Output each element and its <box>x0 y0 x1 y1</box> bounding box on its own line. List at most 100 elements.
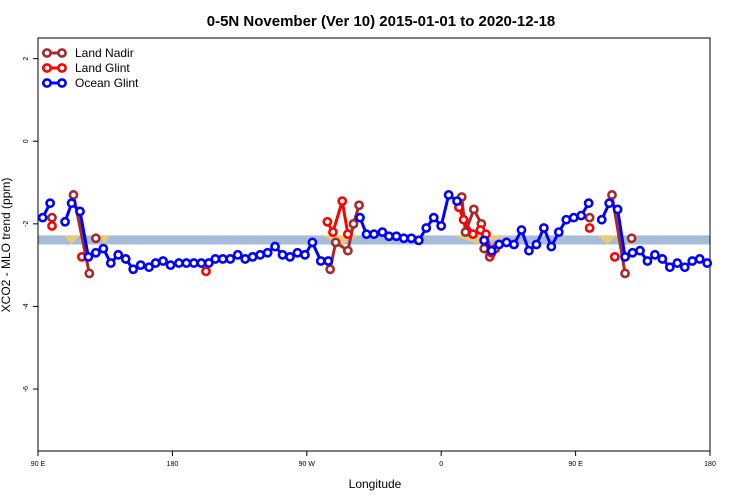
x-tick-label-3: 0 <box>439 461 443 468</box>
data-point-2-3-13 <box>576 210 587 221</box>
x-tick-label-0: 90 E <box>31 461 46 468</box>
data-point-0-3-3 <box>348 218 359 229</box>
series-line-1-3 <box>326 199 350 235</box>
data-point-1-2-0 <box>201 266 211 277</box>
data-point-0-3-2 <box>342 245 353 256</box>
data-point-2-1-30 <box>285 251 295 262</box>
data-point-2-1-19 <box>203 258 214 268</box>
data-point-2-1-14 <box>165 260 176 271</box>
legend-marker-end-1 <box>57 63 67 73</box>
data-point-0-6-0 <box>607 190 617 200</box>
data-point-2-2-4 <box>384 231 394 242</box>
data-point-2-1-15 <box>174 258 184 268</box>
legend-marker-end-0 <box>57 48 67 58</box>
data-point-2-1-13 <box>158 256 168 266</box>
y-tick-label-4: -6 <box>23 386 30 392</box>
data-point-2-1-20 <box>210 254 221 264</box>
data-point-0-2-0 <box>90 233 101 244</box>
data-point-2-4-1 <box>604 198 615 209</box>
legend-label-0: Land Nadir <box>75 46 134 60</box>
data-point-2-2-0 <box>355 212 365 223</box>
data-point-2-1-28 <box>270 241 280 252</box>
data-point-2-4-0 <box>596 214 607 225</box>
data-point-2-2-9 <box>421 223 432 233</box>
series-land-glint <box>47 196 620 277</box>
plot-frame <box>37 37 711 452</box>
data-point-2-3-10 <box>553 227 564 238</box>
data-point-2-1-7 <box>113 249 124 260</box>
data-point-1-3-1 <box>328 227 338 238</box>
legend-marker-0 <box>42 48 52 58</box>
data-point-2-2-12 <box>443 190 454 200</box>
data-point-2-2-6 <box>398 233 409 244</box>
data-point-2-1-32 <box>300 249 310 260</box>
data-point-2-1-35 <box>323 256 334 266</box>
data-point-0-1-1 <box>84 268 95 279</box>
data-point-2-1-26 <box>255 249 266 260</box>
data-point-2-2-8 <box>413 235 424 246</box>
data-point-2-2-7 <box>406 233 417 244</box>
data-point-2-2-5 <box>391 231 402 242</box>
data-point-2-0-0 <box>37 212 48 223</box>
data-point-2-1-24 <box>240 254 251 264</box>
data-point-0-7-0 <box>626 233 637 244</box>
data-point-2-1-11 <box>144 262 154 273</box>
x-tick-label-5: 180 <box>704 461 716 468</box>
data-point-2-3-14 <box>583 198 594 209</box>
data-point-1-6-0 <box>609 251 620 262</box>
y-tick-label-0: 2 <box>23 57 30 61</box>
data-point-1-3-0 <box>322 216 333 227</box>
data-point-2-1-21 <box>217 254 228 264</box>
data-point-2-1-29 <box>277 249 288 260</box>
legend-marker-2 <box>42 78 52 88</box>
data-point-0-3-0 <box>325 264 336 275</box>
data-point-2-1-16 <box>181 258 192 268</box>
data-point-2-1-18 <box>196 258 207 268</box>
data-point-2-4-9 <box>664 262 675 273</box>
data-point-2-4-7 <box>650 249 660 260</box>
data-point-2-1-23 <box>232 249 243 260</box>
x-tick-label-2: 90 W <box>299 461 316 468</box>
data-point-2-4-11 <box>679 262 690 273</box>
data-point-2-3-3 <box>501 237 512 248</box>
data-point-2-4-6 <box>642 256 653 266</box>
data-point-2-2-3 <box>377 227 388 238</box>
legend-label-2: Ocean Glint <box>75 76 139 90</box>
data-point-2-1-34 <box>315 256 326 266</box>
band-accent-4 <box>598 235 617 245</box>
data-point-2-3-7 <box>531 239 542 250</box>
data-point-2-1-0 <box>60 216 70 227</box>
data-point-2-4-5 <box>635 245 645 256</box>
data-point-0-5-0 <box>584 212 595 223</box>
x-tick-label-4: 90 E <box>568 461 583 468</box>
data-point-2-4-10 <box>672 258 683 268</box>
data-point-1-5-0 <box>584 223 595 233</box>
data-point-2-1-9 <box>128 264 139 275</box>
y-tick-label-3: -4 <box>23 303 30 309</box>
data-point-2-1-4 <box>90 247 101 258</box>
data-point-2-1-6 <box>105 258 116 268</box>
data-point-2-1-27 <box>262 247 273 258</box>
data-point-2-3-12 <box>568 212 579 223</box>
data-point-2-1-3 <box>83 251 94 262</box>
data-point-1-4-1 <box>458 214 469 225</box>
y-axis-label: XCO2 - MLO trend (ppm) <box>0 178 13 313</box>
data-point-2-3-9 <box>546 241 557 252</box>
series-ocean-glint <box>37 190 713 275</box>
legend-label-1: Land Glint <box>75 61 130 75</box>
data-point-2-1-2 <box>75 206 85 217</box>
data-point-2-2-1 <box>361 229 372 240</box>
band-accent-0 <box>64 235 80 245</box>
data-point-2-1-31 <box>292 247 303 258</box>
data-point-0-6-1 <box>620 268 630 279</box>
data-point-0-4-2 <box>468 204 479 215</box>
data-point-2-2-2 <box>369 229 379 240</box>
plot-area: 90 E 180 90 W 0 90 E 180 2 0 -2 -4 -6 <box>23 37 716 468</box>
data-point-0-3-1 <box>330 237 341 248</box>
data-point-2-4-13 <box>694 254 705 264</box>
data-point-2-3-11 <box>561 214 572 225</box>
data-point-2-3-1 <box>486 245 497 256</box>
data-point-0-3-4 <box>354 200 364 211</box>
